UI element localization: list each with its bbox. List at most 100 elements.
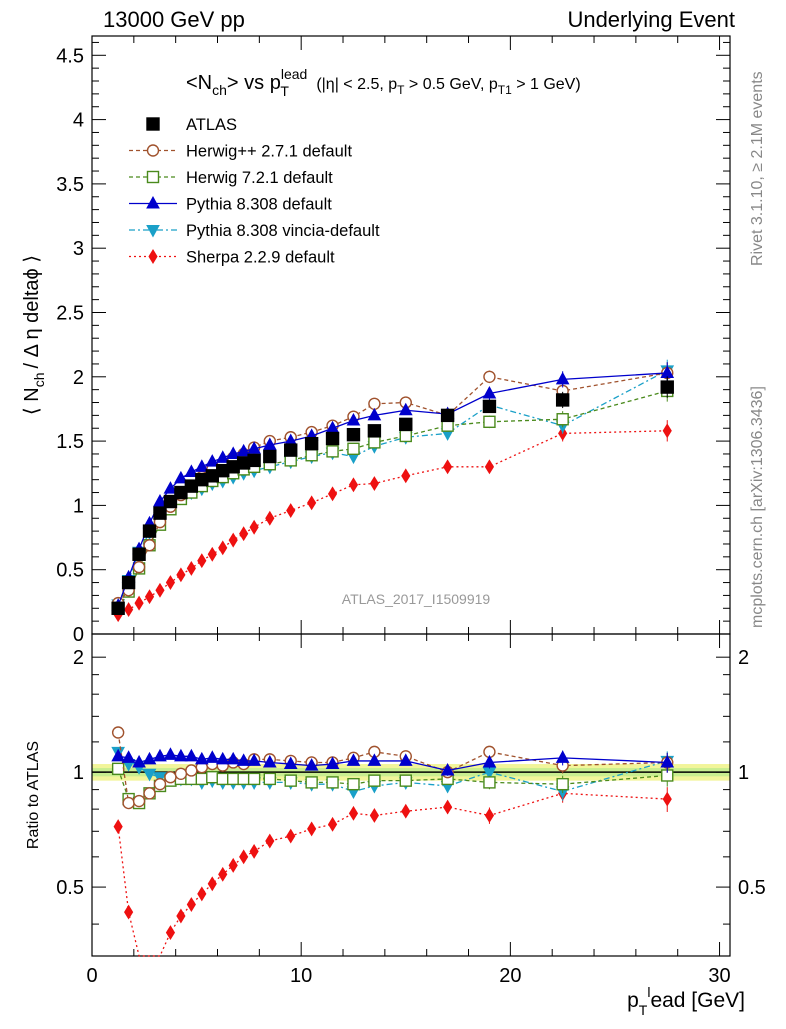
xlabel-part-4: ead [GeV]: [650, 989, 745, 1012]
data-point: [207, 546, 217, 562]
legend-marker: [146, 170, 160, 184]
ratio-point: [205, 750, 220, 763]
ratio-point: [185, 764, 198, 777]
ratio-point: [176, 908, 186, 924]
ratio-point: [369, 808, 379, 823]
main-y-tick-label: 4: [73, 110, 84, 132]
title-part-1: <N: [186, 72, 212, 94]
ratio-point: [247, 772, 261, 786]
main-series-herwig-7: [111, 380, 674, 615]
main-series-sherpa: [113, 420, 672, 623]
data-point: [153, 506, 167, 520]
data-point: [247, 441, 261, 454]
data-point: [134, 595, 144, 611]
data-point: [176, 567, 186, 583]
legend-marker: [146, 144, 160, 157]
data-point: [155, 582, 165, 598]
ratio-panel: 0.5 0.5 1 1 2 2 0 10 20 30 Ratio to ATLAS pTlead…: [25, 633, 766, 1018]
ratio-point: [218, 866, 228, 882]
data-point: [165, 575, 176, 591]
ratio-point: [346, 753, 361, 766]
ratio-point: [226, 772, 240, 786]
ratio-point: [265, 833, 275, 849]
ratio-point: [164, 770, 177, 784]
ratio-point: [132, 754, 146, 768]
data-point: [153, 493, 167, 507]
main-y-tick-label: 3.5: [56, 174, 84, 196]
data-point: [163, 481, 178, 494]
data-point: [197, 553, 207, 569]
xlabel-part-2: T: [639, 1002, 648, 1018]
ylabel-part-3: / Δ η deltaϕ ⟩: [21, 255, 43, 369]
ratio-point: [326, 776, 339, 789]
header-left-label: 13000 GeV pp: [103, 7, 245, 32]
ratio-point: [111, 726, 125, 739]
ratio-series-sherpa: [113, 784, 672, 957]
ratio-point: [325, 756, 340, 770]
legend-marker: [146, 117, 160, 131]
data-point: [367, 407, 382, 421]
ratio-point: [484, 808, 495, 823]
ratio-point: [111, 762, 125, 776]
data-point: [327, 486, 338, 502]
data-point: [399, 417, 413, 432]
ratio-point: [239, 849, 249, 865]
xlabel-part-1: p: [627, 989, 639, 1012]
ratio-point: [236, 753, 251, 766]
ratio-point: [263, 772, 277, 786]
ratio-point: [174, 767, 188, 781]
main-y-axis-label: ⟨ Nch / Δ η deltaϕ ⟩: [21, 255, 47, 415]
ratio-point: [327, 816, 338, 832]
ratio-point: [153, 777, 167, 791]
ratio-point: [347, 777, 360, 791]
title-part-8: > 0.5 GeV, p: [404, 76, 497, 93]
ratio-point: [206, 770, 219, 784]
main-y-tick-label: 3: [73, 238, 84, 260]
ratio-point: [660, 754, 675, 768]
legend-label: Pythia 8.308 vincia-default: [186, 222, 380, 240]
ratio-point: [398, 753, 413, 766]
main-y-tick-label: 1.5: [56, 431, 84, 453]
ratio-y-ticks: 0.5 0.5 1 1 2 2: [56, 647, 766, 925]
ratio-point: [207, 876, 217, 892]
ratio-point: [304, 758, 319, 771]
data-point: [194, 459, 209, 472]
data-point: [348, 477, 359, 493]
ratio-point: [482, 754, 497, 768]
ratio-point: [142, 751, 157, 765]
main-y-ticks: 0 0.5 1 1.5 2 2.5 3 3.5 4 4.5: [56, 41, 730, 646]
ratio-point: [401, 803, 411, 819]
data-point: [369, 476, 379, 491]
data-point: [555, 393, 570, 407]
ratio-point: [124, 904, 134, 920]
ratio-series-layer: [111, 726, 675, 957]
chart-title: <Nch> vs plead T (|η| < 2.5, pT > 0.5 GeV…: [186, 66, 581, 99]
xlabel-part-3: l: [647, 984, 650, 1000]
data-point: [111, 601, 125, 615]
data-point: [346, 427, 361, 442]
ratio-point: [440, 762, 455, 776]
ratio-point: [662, 791, 672, 807]
ratio-point: [111, 748, 125, 762]
data-point: [483, 370, 496, 383]
ratio-point: [143, 787, 156, 800]
main-y-tick-label: 2: [73, 367, 84, 389]
ratio-point: [195, 772, 209, 786]
ratio-panel-frame: [91, 633, 731, 957]
header-right-label: Underlying Event: [567, 7, 735, 32]
data-point: [484, 459, 495, 475]
ratio-point: [226, 751, 241, 765]
legend: ATLAS Herwig++ 2.7.1 default Herwig 7.2.1 …: [129, 116, 380, 267]
data-point: [184, 464, 199, 477]
main-y-tick-label: 4.5: [56, 45, 84, 67]
data-point: [482, 385, 497, 399]
x-tick-label: 10: [290, 965, 312, 987]
ratio-y-tick-label-right: 0.5: [738, 877, 766, 899]
data-point: [483, 415, 496, 429]
data-point: [262, 437, 277, 450]
data-point: [239, 526, 249, 542]
data-point: [263, 449, 277, 464]
legend-label: Sherpa 2.2.9 default: [186, 249, 335, 267]
ratio-point: [237, 772, 250, 786]
